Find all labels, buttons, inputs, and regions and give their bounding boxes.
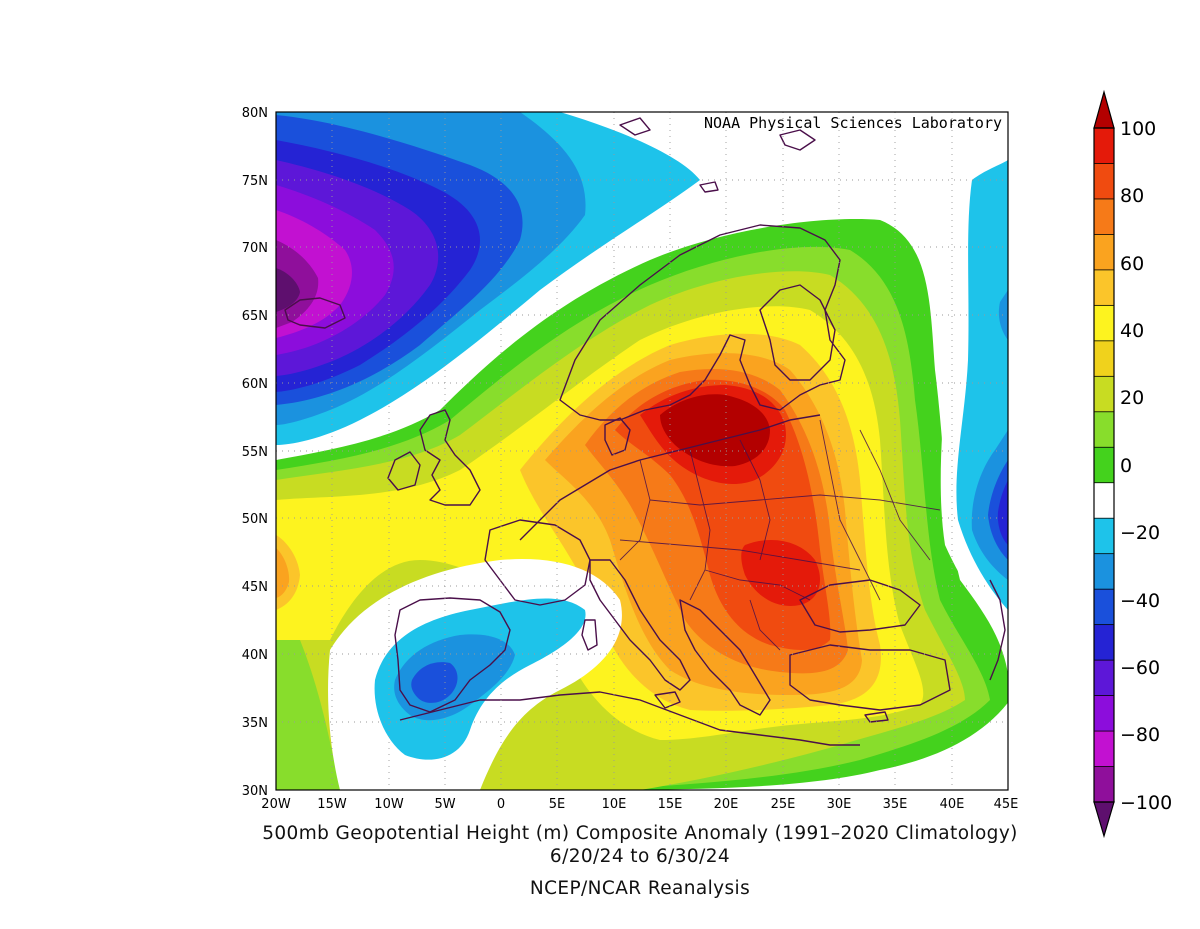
colorbar-label: −20 (1120, 522, 1160, 544)
colorbar-label: 100 (1120, 118, 1156, 140)
colorbar-label: −60 (1120, 657, 1160, 679)
lat-label: 65N (242, 309, 268, 324)
lon-label: 5E (549, 797, 566, 812)
lat-label: 30N (242, 784, 268, 799)
colorbar-label: −100 (1120, 792, 1172, 814)
lon-label: 45E (994, 797, 1019, 812)
colorbar-swatch (1093, 340, 1115, 378)
eastern-low-40 (997, 480, 1008, 545)
lon-label: 5W (434, 797, 455, 812)
lat-label: 80N (242, 106, 268, 121)
colorbar-swatch (1093, 411, 1115, 449)
lon-label: 40E (940, 797, 965, 812)
lon-label: 15E (658, 797, 683, 812)
lat-label: 55N (242, 445, 268, 460)
caption-source: NCEP/NCAR Reanalysis (529, 878, 751, 899)
atlantic-low-100 (276, 268, 300, 312)
lat-tick-labels: 30N 35N 40N 45N 50N 55N 60N 65N 70N 75N … (242, 106, 268, 799)
colorbar-swatch (1093, 482, 1115, 520)
plot-frame (275, 111, 1009, 791)
colorbar-swatches (1093, 127, 1115, 803)
anomaly-field (276, 112, 1008, 790)
colorbar-swatch (1093, 127, 1115, 165)
colorbar-swatch (1093, 163, 1115, 200)
eastern-low-north (998, 290, 1008, 340)
lon-label: 20E (714, 797, 739, 812)
lon-label: 30E (827, 797, 852, 812)
azores-positive-core (276, 548, 290, 598)
gridlines (276, 112, 1008, 790)
colorbar-swatch (1093, 446, 1115, 484)
colorbar-top-arrow (1093, 89, 1115, 129)
lat-label: 40N (242, 648, 268, 663)
lat-label: 50N (242, 512, 268, 527)
lat-label: 75N (242, 174, 268, 189)
colorbar-swatch (1093, 234, 1115, 271)
caption-date-range: 6/20/24 to 6/30/24 (549, 846, 731, 867)
colorbar-labels: 100 80 60 40 20 0 −20 −40 −60 −80 −100 (1120, 118, 1172, 814)
credit-text: NOAA Physical Sciences Laboratory (704, 114, 1002, 132)
colorbar-label: 0 (1120, 455, 1132, 477)
lon-label: 15W (317, 797, 347, 812)
colorbar-label: 80 (1120, 185, 1144, 207)
colorbar-swatch (1093, 269, 1115, 307)
lat-label: 45N (242, 580, 268, 595)
colorbar-label: 40 (1120, 320, 1144, 342)
lon-tick-labels: 20W 15W 10W 5W 0 5E 10E 15E 20E 25E 30E … (261, 797, 1018, 812)
colorbar-frame (1093, 127, 1115, 803)
lat-label: 70N (242, 241, 268, 256)
lon-label: 0 (497, 797, 505, 812)
iberian-low-30 (411, 662, 458, 703)
lat-label: 60N (242, 377, 268, 392)
colorbar-label: −80 (1120, 724, 1160, 746)
colorbar-swatch (1093, 588, 1115, 626)
colorbar-swatch (1093, 375, 1115, 413)
colorbar-swatch (1093, 695, 1115, 732)
lat-label: 35N (242, 716, 268, 731)
colorbar-swatch (1093, 624, 1115, 662)
colorbar-swatch (1093, 304, 1115, 342)
colorbar-label: 20 (1120, 387, 1144, 409)
colorbar-swatch (1093, 553, 1115, 591)
colorbar-label: 60 (1120, 253, 1144, 275)
lon-label: 10W (374, 797, 404, 812)
lon-label: 10E (602, 797, 627, 812)
lon-label: 20W (261, 797, 291, 812)
lon-label: 35E (883, 797, 908, 812)
colorbar-swatch (1093, 766, 1115, 803)
colorbar-label: −40 (1120, 590, 1160, 612)
country-borders (619, 419, 941, 651)
colorbar-swatch (1093, 730, 1115, 768)
colorbar-swatch (1093, 198, 1115, 236)
colorbar-swatch (1093, 517, 1115, 555)
colorbar: 100 80 60 40 20 0 −20 −40 −60 −80 −100 (1093, 89, 1172, 839)
colorbar-swatch (1093, 659, 1115, 697)
lon-label: 25E (771, 797, 796, 812)
caption-title: 500mb Geopotential Height (m) Composite … (262, 823, 1018, 844)
